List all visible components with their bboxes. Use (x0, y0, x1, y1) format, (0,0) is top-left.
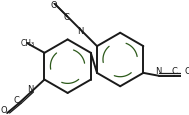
Text: CH₃: CH₃ (21, 38, 35, 47)
Text: O: O (184, 67, 189, 76)
Text: O: O (51, 1, 57, 9)
Text: C: C (14, 95, 20, 104)
Text: N: N (156, 67, 162, 76)
Text: N: N (77, 27, 84, 36)
Text: C: C (171, 67, 177, 76)
Text: N: N (27, 84, 33, 93)
Text: C: C (64, 13, 69, 22)
Text: O: O (0, 105, 7, 114)
